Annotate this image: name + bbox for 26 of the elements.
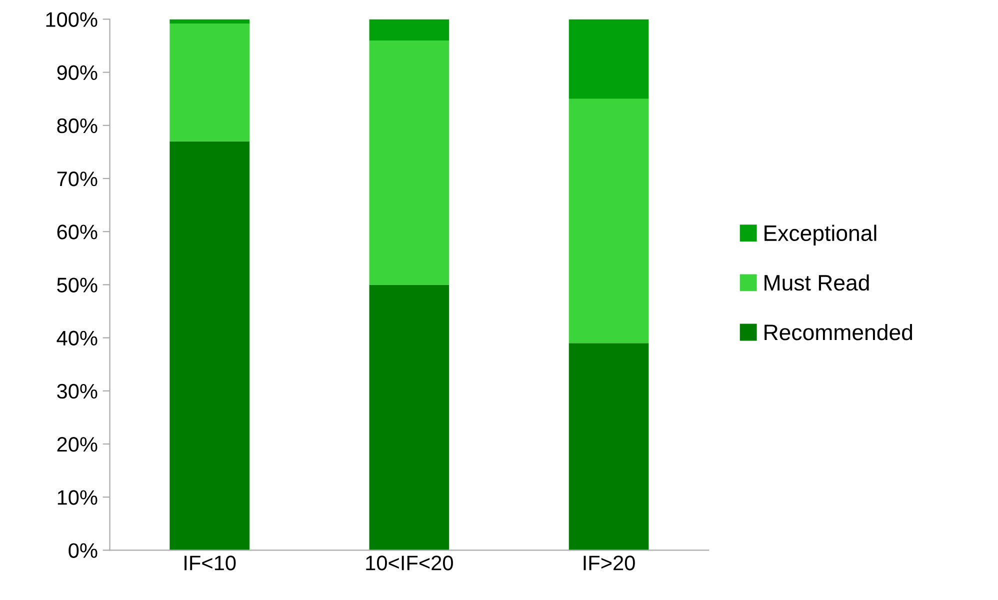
legend-label: Recommended (764, 324, 912, 340)
bar (369, 19, 450, 40)
y-tick-label: 20% (57, 437, 98, 452)
bar (369, 284, 450, 550)
y-tick-label: 30% (57, 384, 98, 399)
legend-label: Must Read (764, 274, 869, 291)
y-tick-label: 80% (57, 118, 98, 134)
bar (170, 141, 250, 550)
bar (369, 40, 450, 285)
y-tick-label: 40% (56, 330, 98, 346)
bar (170, 19, 250, 24)
bar (568, 98, 649, 344)
x-tick-label: IF<10 (184, 556, 236, 570)
legend-label: Exceptional (764, 224, 876, 246)
x-tick-label: 10<IF<20 (366, 556, 453, 570)
y-tick-label: 50% (57, 278, 98, 292)
x-tick-label: IF>20 (584, 556, 635, 570)
bar (568, 343, 649, 550)
y-tick-label: 70% (57, 172, 98, 186)
bar (170, 23, 250, 142)
y-tick-label: 60% (57, 224, 98, 240)
bar (568, 19, 649, 99)
y-tick-label: 10% (58, 490, 98, 505)
y-tick-label: 0% (68, 543, 98, 558)
y-tick-label: 90% (57, 65, 98, 80)
y-tick-label: 100% (46, 12, 98, 27)
